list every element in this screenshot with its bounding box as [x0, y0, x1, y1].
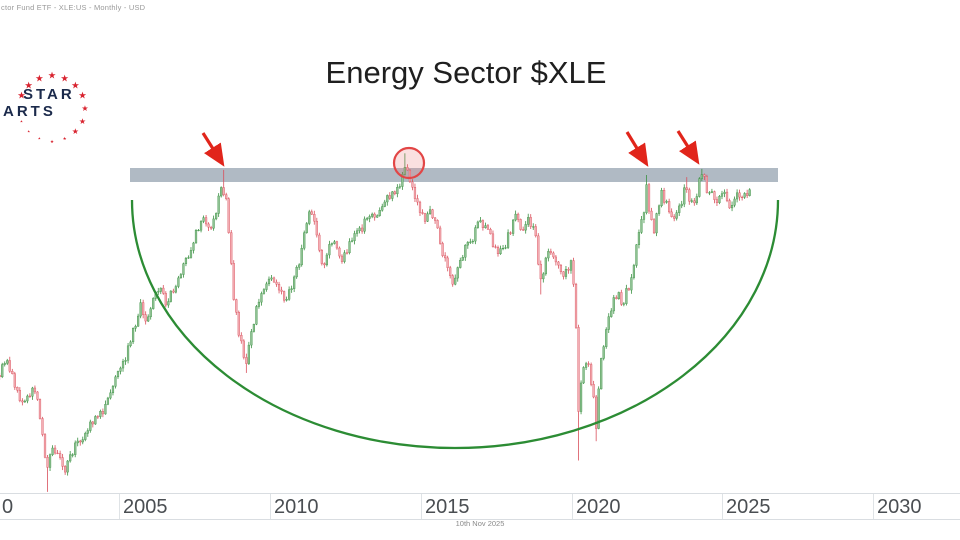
x-axis-label: 0 — [2, 496, 14, 518]
x-axis-label: 2010 — [274, 496, 319, 518]
x-axis-tick-line — [421, 494, 422, 519]
peak-highlight-circle — [392, 146, 426, 180]
logo-star-icon: ★ — [81, 104, 89, 113]
logo-star-icon: ★ — [37, 136, 41, 141]
annotation-arrow — [625, 131, 649, 167]
x-axis-label: 2020 — [576, 496, 621, 518]
logo-star-icon: ★ — [47, 70, 57, 82]
logo-star-icon: ★ — [78, 116, 87, 126]
allstarcharts-logo: ★ ★ ★ ★ ★ ★ ★ ★ ★ ★ ★ ★ ★ ★ ★ STAR ARTS — [0, 34, 110, 143]
logo-star-icon: ★ — [71, 127, 79, 137]
x-axis-label: 2030 — [877, 496, 922, 518]
x-axis-label: 2015 — [425, 496, 470, 518]
resistance-touch-arrows — [201, 130, 700, 167]
x-axis-label: 2025 — [726, 496, 771, 518]
logo-text-line1: STAR — [23, 86, 75, 103]
x-axis-label: 2005 — [123, 496, 168, 518]
logo-star-icon: ★ — [71, 79, 80, 91]
logo-text-line2: ARTS — [3, 103, 56, 120]
instrument-description: ctor Fund ETF - XLE:US - Monthly - USD — [1, 3, 146, 12]
page-title: Energy Sector $XLE — [325, 55, 607, 90]
x-axis[interactable]: 0 2005 2010 2015 2020 2025 2030 — [0, 493, 960, 520]
x-axis-tick-line — [572, 494, 573, 519]
date-stamp: 10th Nov 2025 — [455, 519, 505, 528]
logo-star-icon: ★ — [24, 79, 33, 91]
logo-star-icon: ★ — [78, 90, 87, 102]
x-axis-tick-line — [873, 494, 874, 519]
x-axis-tick-line — [119, 494, 120, 519]
rounded-bottom-arc — [130, 199, 780, 450]
logo-star-icon: ★ — [62, 136, 67, 142]
x-axis-tick-line — [722, 494, 723, 519]
annotation-arrow — [201, 132, 225, 167]
x-axis-tick-line — [270, 494, 271, 519]
logo-star-icon: ★ — [19, 118, 24, 123]
logo-star-icon: ★ — [27, 129, 31, 134]
logo-star-icon: ★ — [35, 72, 44, 84]
logo-star-icon: ★ — [60, 72, 69, 84]
annotation-arrow — [676, 130, 700, 165]
logo-star-icon: ★ — [49, 138, 55, 144]
candlestick-series — [0, 153, 751, 492]
logo-star-icon: ★ — [17, 90, 26, 102]
resistance-band — [130, 168, 778, 182]
